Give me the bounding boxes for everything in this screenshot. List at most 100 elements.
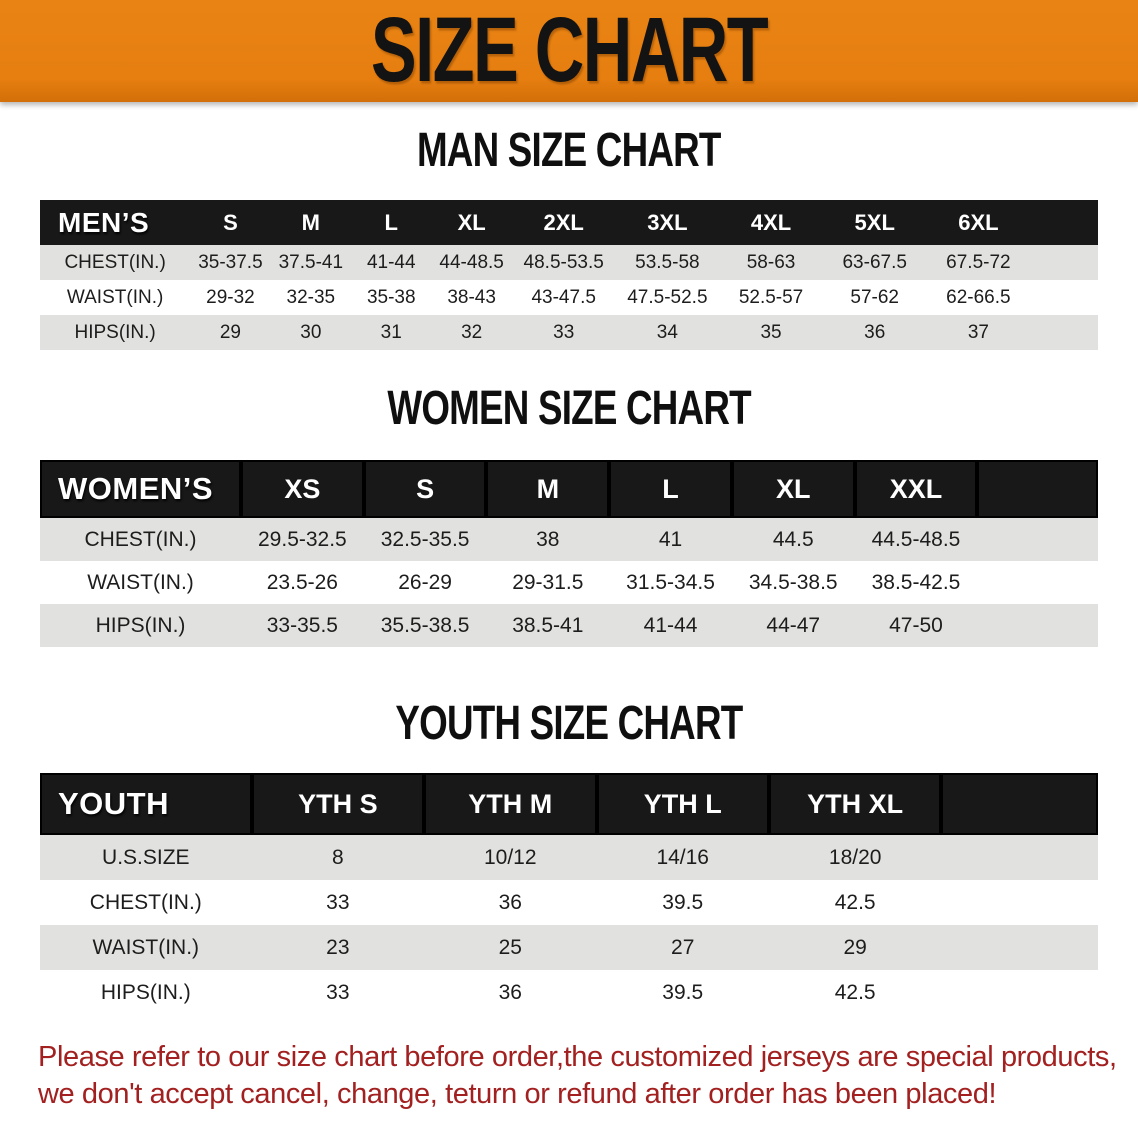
youth-size-column-header: YTH M (424, 773, 597, 835)
men-size-value: 32 (431, 315, 512, 350)
men-size-column-header: 5XL (822, 200, 927, 245)
youth-size-value: 27 (596, 925, 769, 970)
youth-row-label: WAIST(IN.) (40, 925, 252, 970)
men-size-column-header: 2XL (511, 200, 616, 245)
youth-size-value: 42.5 (768, 880, 942, 925)
youth-size-value: 39.5 (596, 970, 769, 1015)
youth-size-value: 33 (251, 880, 425, 925)
men-size-value: 31 (351, 315, 432, 350)
men-header-filler (1030, 200, 1098, 245)
women-size-column-header: XXL (854, 460, 978, 518)
women-size-value: 33-35.5 (241, 604, 364, 647)
men-size-value: 32-35 (270, 280, 352, 315)
men-header-row: MEN’S S M L XL 2XL 3XL 4XL 5XL 6XL (40, 200, 1098, 245)
women-size-column-header: M (486, 460, 610, 518)
women-corner-label: WOMEN’S (40, 460, 242, 518)
women-size-value: 47-50 (854, 604, 978, 647)
youth-size-value: 36 (424, 970, 597, 1015)
men-row-label: CHEST(IN.) (40, 245, 191, 280)
youth-header-row: YOUTH YTH S YTH M YTH L YTH XL (40, 773, 1098, 835)
youth-size-table: YOUTH YTH S YTH M YTH L YTH XL U.S.SIZE 8 10/12… (40, 773, 1098, 1015)
youth-row-filler (941, 835, 1098, 880)
men-table-row: HIPS(IN.) 29 30 31 32 33 34 35 36 37 (40, 315, 1098, 350)
youth-table-row: CHEST(IN.) 33 36 39.5 42.5 (40, 880, 1098, 925)
youth-size-value: 29 (768, 925, 942, 970)
women-size-value: 29.5-32.5 (241, 518, 364, 561)
men-size-value: 41-44 (351, 245, 432, 280)
youth-header-filler (941, 773, 1098, 835)
men-corner-label: MEN’S (40, 200, 191, 245)
women-size-value: 38 (486, 518, 610, 561)
women-size-value: 23.5-26 (241, 561, 364, 604)
men-size-value: 29 (190, 315, 271, 350)
youth-size-value: 25 (424, 925, 597, 970)
men-size-value: 33 (511, 315, 616, 350)
youth-size-value: 42.5 (768, 970, 942, 1015)
men-section-title: MAN SIZE CHART (417, 121, 721, 177)
youth-row-label: HIPS(IN.) (40, 970, 252, 1015)
youth-row-label: CHEST(IN.) (40, 880, 252, 925)
men-size-value: 53.5-58 (615, 245, 720, 280)
men-size-value: 52.5-57 (719, 280, 823, 315)
women-size-value: 31.5-34.5 (609, 561, 732, 604)
men-size-value: 37.5-41 (270, 245, 352, 280)
youth-table-row: HIPS(IN.) 33 36 39.5 42.5 (40, 970, 1098, 1015)
men-size-column-header: 4XL (719, 200, 823, 245)
men-size-value: 36 (822, 315, 927, 350)
women-size-value: 38.5-42.5 (854, 561, 978, 604)
men-size-value: 63-67.5 (822, 245, 927, 280)
women-size-value: 26-29 (363, 561, 487, 604)
youth-size-value: 36 (424, 880, 597, 925)
men-size-value: 34 (615, 315, 720, 350)
women-size-value: 34.5-38.5 (731, 561, 855, 604)
women-table-row: HIPS(IN.) 33-35.5 35.5-38.5 38.5-41 41-44 44-… (40, 604, 1098, 647)
women-size-column-header: XS (241, 460, 364, 518)
youth-corner-label: YOUTH (40, 773, 252, 835)
men-size-column-header: XL (431, 200, 512, 245)
youth-table-row: WAIST(IN.) 23 25 27 29 (40, 925, 1098, 970)
men-row-filler (1030, 245, 1098, 280)
men-size-value: 44-48.5 (431, 245, 512, 280)
women-size-column-header: L (609, 460, 732, 518)
women-row-label: HIPS(IN.) (40, 604, 242, 647)
men-row-label: HIPS(IN.) (40, 315, 191, 350)
women-size-column-header: S (363, 460, 487, 518)
youth-row-filler (941, 925, 1098, 970)
youth-section-title: YOUTH SIZE CHART (395, 694, 743, 750)
men-size-column-header: L (351, 200, 432, 245)
youth-size-column-header: YTH L (596, 773, 769, 835)
men-size-value: 37 (926, 315, 1031, 350)
youth-size-value: 10/12 (424, 835, 597, 880)
youth-section: YOUTH SIZE CHART YOUTH YTH S YTH M YTH L YTH… (0, 695, 1138, 1015)
women-size-value: 41 (609, 518, 732, 561)
men-size-value: 62-66.5 (926, 280, 1031, 315)
women-header-row: WOMEN’S XS S M L XL XXL (40, 460, 1098, 518)
youth-row-label: U.S.SIZE (40, 835, 252, 880)
women-header-filler (977, 460, 1098, 518)
women-row-filler (977, 518, 1098, 561)
size-chart-banner: SIZE CHART (0, 0, 1138, 102)
men-size-value: 29-32 (190, 280, 271, 315)
women-size-value: 38.5-41 (486, 604, 610, 647)
women-row-label: WAIST(IN.) (40, 561, 242, 604)
men-table-row: CHEST(IN.) 35-37.5 37.5-41 41-44 44-48.5 48.5… (40, 245, 1098, 280)
youth-table-row: U.S.SIZE 8 10/12 14/16 18/20 (40, 835, 1098, 880)
men-row-filler (1030, 315, 1098, 350)
men-size-table: MEN’S S M L XL 2XL 3XL 4XL 5XL 6XL CHEST(IN.) 35-37… (40, 200, 1098, 350)
women-size-value: 44.5-48.5 (854, 518, 978, 561)
disclaimer: Please refer to our size chart before or… (38, 1039, 1138, 1113)
youth-size-value: 39.5 (596, 880, 769, 925)
men-size-value: 57-62 (822, 280, 927, 315)
women-size-value: 41-44 (609, 604, 732, 647)
women-section-title: WOMEN SIZE CHART (387, 379, 751, 435)
youth-row-filler (941, 970, 1098, 1015)
men-size-column-header: 6XL (926, 200, 1031, 245)
youth-size-value: 14/16 (596, 835, 769, 880)
men-size-column-header: 3XL (615, 200, 720, 245)
women-size-value: 35.5-38.5 (363, 604, 487, 647)
men-size-column-header: S (190, 200, 271, 245)
disclaimer-line-1: Please refer to our size chart before or… (38, 1041, 1117, 1073)
women-size-column-header: XL (731, 460, 855, 518)
youth-size-value: 8 (251, 835, 425, 880)
men-size-value: 35 (719, 315, 823, 350)
